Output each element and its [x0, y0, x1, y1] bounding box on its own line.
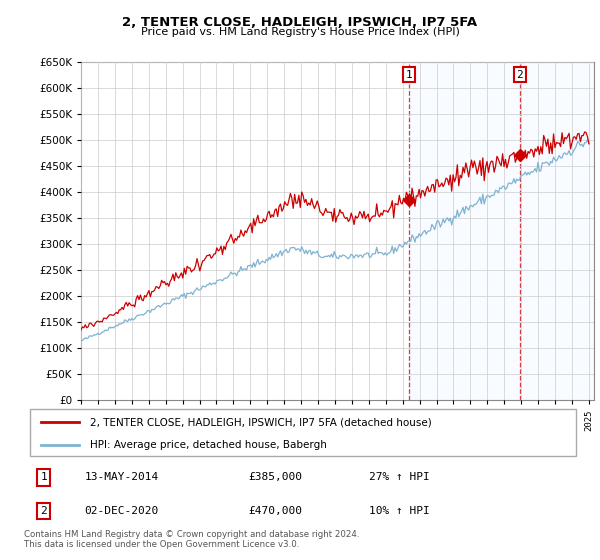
Text: 2, TENTER CLOSE, HADLEIGH, IPSWICH, IP7 5FA: 2, TENTER CLOSE, HADLEIGH, IPSWICH, IP7 …: [122, 16, 478, 29]
Text: Price paid vs. HM Land Registry's House Price Index (HPI): Price paid vs. HM Land Registry's House …: [140, 27, 460, 37]
Text: 13-MAY-2014: 13-MAY-2014: [85, 473, 159, 483]
Text: 2: 2: [40, 506, 47, 516]
Text: 02-DEC-2020: 02-DEC-2020: [85, 506, 159, 516]
Text: Contains HM Land Registry data © Crown copyright and database right 2024.: Contains HM Land Registry data © Crown c…: [24, 530, 359, 539]
Text: 2: 2: [517, 69, 523, 80]
Text: 10% ↑ HPI: 10% ↑ HPI: [368, 506, 429, 516]
Text: HPI: Average price, detached house, Babergh: HPI: Average price, detached house, Babe…: [90, 440, 327, 450]
Text: 1: 1: [406, 69, 412, 80]
FancyBboxPatch shape: [30, 409, 576, 456]
Bar: [409, 62, 520, 400]
Text: 2, TENTER CLOSE, HADLEIGH, IPSWICH, IP7 5FA (detached house): 2, TENTER CLOSE, HADLEIGH, IPSWICH, IP7 …: [90, 417, 432, 427]
Text: This data is licensed under the Open Government Licence v3.0.: This data is licensed under the Open Gov…: [24, 540, 299, 549]
Text: £385,000: £385,000: [248, 473, 302, 483]
Text: £470,000: £470,000: [248, 506, 302, 516]
Text: 27% ↑ HPI: 27% ↑ HPI: [368, 473, 429, 483]
Bar: [520, 62, 594, 400]
Text: 1: 1: [40, 473, 47, 483]
